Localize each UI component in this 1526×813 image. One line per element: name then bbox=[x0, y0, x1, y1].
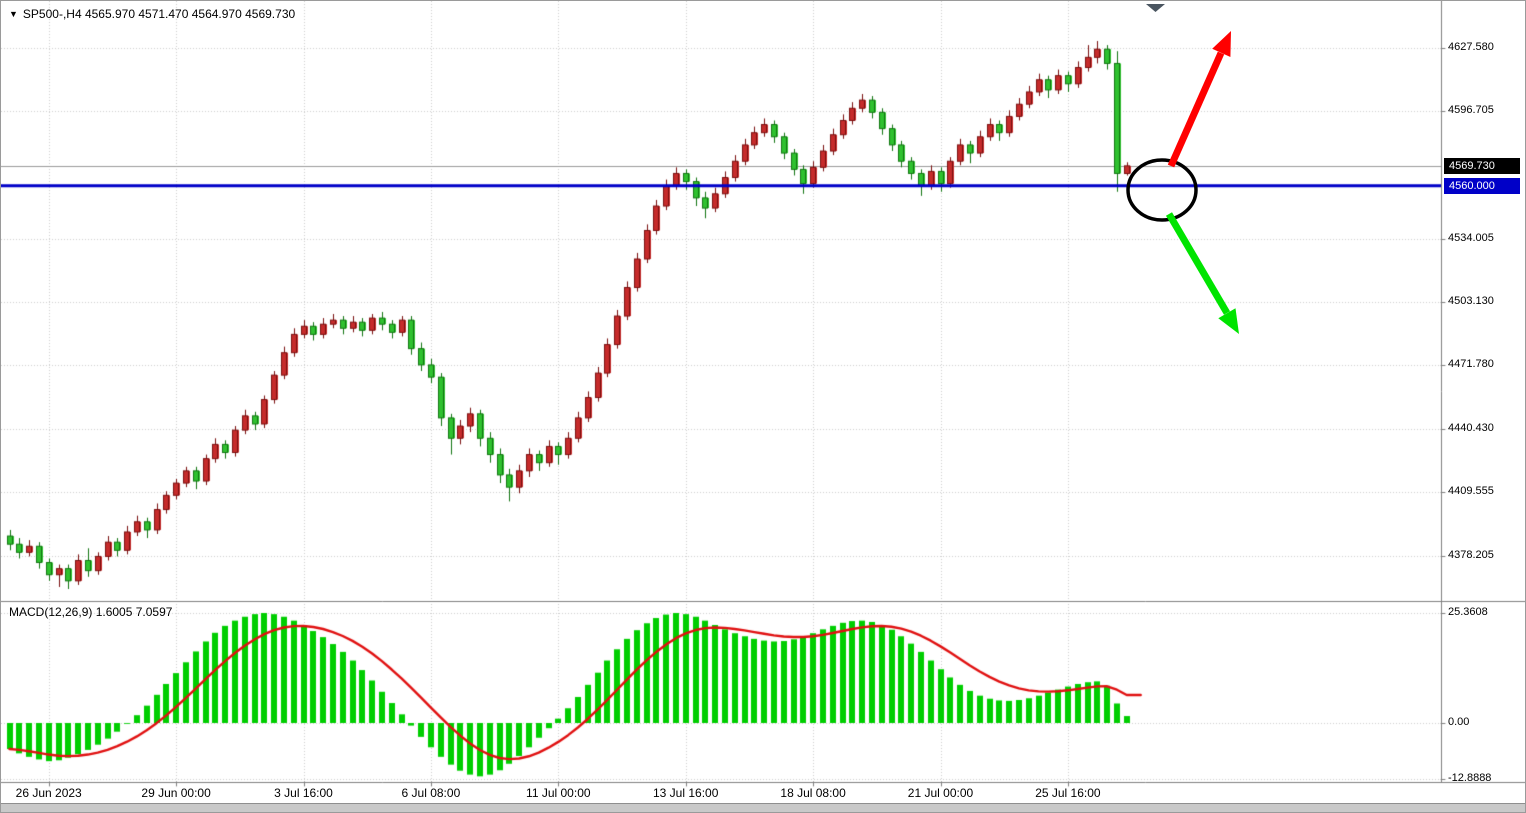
price-axis-label: 4503.130 bbox=[1448, 294, 1494, 307]
current-price-tag: 4569.730 bbox=[1444, 157, 1520, 174]
price-axis-label: 4440.430 bbox=[1448, 422, 1494, 435]
price-axis-label: 4378.205 bbox=[1448, 549, 1494, 561]
time-axis-label: 13 Jul 16:00 bbox=[652, 786, 719, 800]
macd-axis-label: -12.8888 bbox=[1448, 771, 1492, 784]
price-axis-label: 4596.705 bbox=[1448, 103, 1494, 116]
chart-title: SP500-,H4 4565.970 4571.470 4564.970 456… bbox=[22, 7, 296, 21]
macd-axis-label: 25.3608 bbox=[1448, 606, 1488, 618]
price-axis-label: 4471.780 bbox=[1448, 358, 1494, 371]
time-axis-label: 25 Jul 16:00 bbox=[1035, 786, 1101, 800]
horizontal-scrollbar[interactable] bbox=[1, 803, 1525, 812]
time-axis-label: 21 Jul 00:00 bbox=[907, 786, 974, 800]
price-axis-label: 4627.580 bbox=[1448, 41, 1494, 53]
time-axis-label: 26 Jun 2023 bbox=[15, 786, 82, 800]
time-axis-label: 6 Jul 08:00 bbox=[401, 786, 461, 800]
chart-header: ▼ SP500-,H4 4565.970 4571.470 4564.970 4… bbox=[9, 7, 295, 21]
time-axis-label: 11 Jul 00:00 bbox=[526, 786, 591, 800]
macd-axis-label: 0.00 bbox=[1448, 716, 1470, 728]
price-axis-label: 4534.005 bbox=[1448, 231, 1494, 244]
hline-price-tag: 4560.000 bbox=[1444, 177, 1520, 194]
chart-collapse-icon[interactable]: ▼ bbox=[9, 9, 18, 19]
price-axis-label: 4409.555 bbox=[1448, 485, 1494, 498]
time-axis-label: 18 Jul 08:00 bbox=[780, 786, 846, 800]
macd-indicator-label: MACD(12,26,9) 1.6005 7.0597 bbox=[9, 605, 173, 619]
time-axis-label: 29 Jun 00:00 bbox=[141, 786, 211, 800]
time-axis-label: 3 Jul 16:00 bbox=[274, 786, 333, 800]
